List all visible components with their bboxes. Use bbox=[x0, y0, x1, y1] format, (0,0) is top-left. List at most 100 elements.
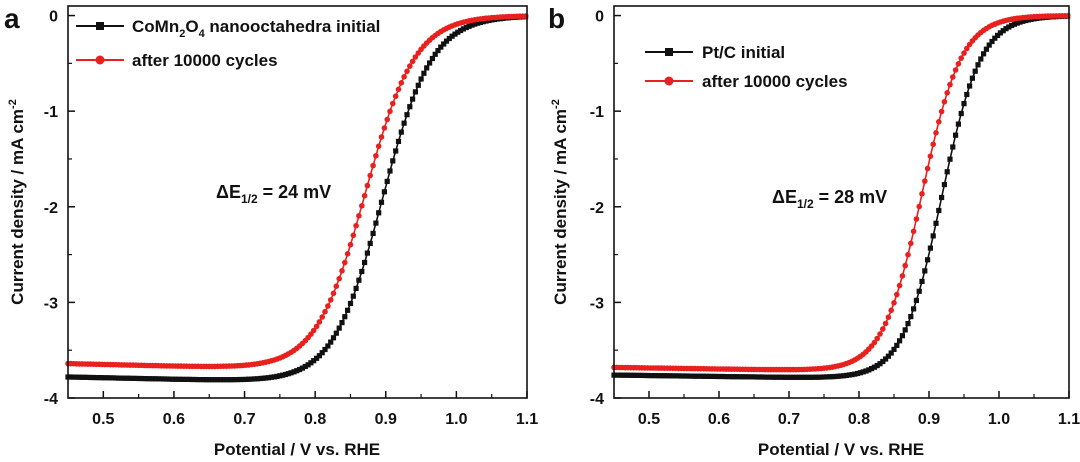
data-point bbox=[857, 370, 863, 376]
data-point bbox=[922, 268, 928, 274]
legend-label: Pt/C initial bbox=[702, 43, 785, 62]
data-point bbox=[158, 376, 164, 382]
data-point bbox=[333, 283, 340, 290]
data-point bbox=[930, 233, 936, 239]
data-point bbox=[88, 374, 94, 381]
legend-entry-initial: CoMn2O4 nanooctahedra initial bbox=[76, 17, 380, 40]
data-point bbox=[955, 121, 961, 127]
data-point bbox=[212, 377, 218, 383]
data-point bbox=[302, 363, 308, 370]
data-point bbox=[274, 373, 280, 379]
panel-label: a bbox=[4, 3, 20, 34]
data-point bbox=[952, 67, 959, 73]
data-point bbox=[930, 141, 936, 148]
data-point bbox=[958, 55, 964, 61]
data-point bbox=[765, 374, 771, 380]
data-point bbox=[883, 356, 889, 362]
data-point bbox=[919, 191, 925, 197]
data-point bbox=[192, 376, 198, 383]
data-point bbox=[347, 241, 354, 248]
data-point bbox=[477, 19, 483, 25]
data-point bbox=[911, 306, 917, 312]
series-initial bbox=[65, 14, 529, 383]
data-point bbox=[429, 55, 435, 62]
data-point bbox=[463, 24, 469, 31]
data-point bbox=[852, 371, 858, 377]
data-point bbox=[336, 275, 343, 282]
data-point bbox=[209, 377, 215, 383]
x-tick-label: 1.1 bbox=[516, 411, 538, 428]
data-point bbox=[863, 368, 869, 374]
delta-e-annotation: ΔE1/2 = 28 mV bbox=[772, 187, 887, 211]
data-point bbox=[150, 376, 156, 382]
data-point bbox=[119, 375, 125, 381]
data-point bbox=[773, 374, 779, 380]
legend-marker-circle bbox=[95, 55, 105, 65]
data-point bbox=[709, 373, 715, 379]
data-point bbox=[645, 372, 651, 379]
data-point bbox=[90, 374, 96, 381]
data-point bbox=[121, 375, 128, 381]
data-point bbox=[393, 148, 399, 154]
data-point bbox=[729, 374, 735, 380]
data-point bbox=[841, 373, 847, 379]
data-point bbox=[342, 259, 348, 266]
data-point bbox=[330, 335, 337, 341]
data-point bbox=[807, 374, 813, 380]
y-tick-label: 0 bbox=[49, 9, 58, 26]
data-point bbox=[412, 54, 419, 60]
data-point bbox=[172, 376, 178, 382]
data-point bbox=[1020, 18, 1026, 24]
y-tick-label: -3 bbox=[590, 295, 604, 312]
data-point bbox=[110, 375, 116, 381]
legend: CoMn2O4 nanooctahedra initial after 1000… bbox=[76, 17, 380, 70]
data-point bbox=[85, 374, 91, 380]
data-point bbox=[441, 41, 447, 47]
data-point bbox=[387, 168, 393, 174]
data-point bbox=[364, 250, 370, 256]
data-point bbox=[370, 162, 376, 169]
data-point bbox=[130, 375, 136, 381]
data-point bbox=[373, 153, 379, 159]
x-tick-label: 0.8 bbox=[304, 411, 326, 428]
data-point bbox=[325, 343, 331, 349]
data-point bbox=[986, 42, 992, 48]
data-point bbox=[381, 125, 388, 131]
data-point bbox=[992, 35, 998, 41]
data-point bbox=[364, 182, 371, 189]
data-point bbox=[189, 376, 195, 383]
data-point bbox=[650, 373, 656, 379]
data-point bbox=[398, 80, 405, 86]
data-point bbox=[902, 262, 908, 269]
data-point bbox=[68, 374, 74, 380]
data-point bbox=[793, 374, 799, 380]
x-tick-label: 0.5 bbox=[92, 411, 114, 428]
data-point bbox=[390, 100, 396, 107]
data-point bbox=[726, 374, 732, 380]
data-point bbox=[958, 110, 964, 117]
data-point bbox=[327, 297, 334, 303]
legend-label: CoMn2O4 nanooctahedra initial bbox=[132, 17, 380, 40]
data-point bbox=[877, 361, 883, 367]
data-point bbox=[339, 268, 345, 274]
data-point bbox=[927, 245, 933, 251]
data-point bbox=[164, 376, 170, 382]
data-point bbox=[305, 362, 311, 368]
data-point bbox=[359, 203, 365, 209]
data-point bbox=[169, 376, 176, 382]
delta-e-annotation: ΔE1/2 = 24 mV bbox=[216, 182, 331, 206]
data-point bbox=[395, 86, 402, 93]
data-point bbox=[144, 376, 150, 382]
data-point bbox=[181, 376, 187, 382]
data-point bbox=[472, 21, 478, 27]
data-point bbox=[843, 372, 849, 378]
data-point bbox=[107, 375, 113, 381]
y-tick-label: -2 bbox=[44, 200, 58, 217]
data-point bbox=[330, 290, 337, 297]
data-point bbox=[712, 373, 718, 379]
data-point bbox=[104, 375, 111, 381]
data-point bbox=[888, 307, 894, 314]
data-point bbox=[336, 325, 342, 331]
data-point bbox=[950, 74, 956, 80]
data-point bbox=[458, 27, 464, 34]
